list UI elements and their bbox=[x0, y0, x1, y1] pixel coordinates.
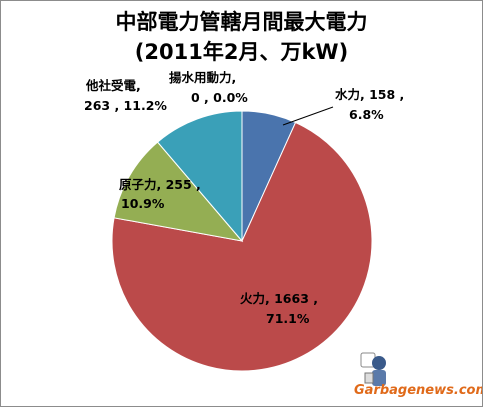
label-water-line2: 6.8% bbox=[349, 107, 384, 122]
label-nuclear-line2: 10.9% bbox=[121, 196, 165, 211]
chart-subtitle: (2011年2月、万kW) bbox=[134, 40, 349, 64]
slice-thermal bbox=[111, 121, 373, 372]
label-other-line1: 他社受電, bbox=[85, 78, 141, 93]
label-other-line2: 263 , 11.2% bbox=[84, 98, 167, 113]
chart-title-block: 中部電力管轄月間最大電力 (2011年2月、万kW) bbox=[1, 7, 482, 67]
chart-title: 中部電力管轄月間最大電力 bbox=[115, 10, 368, 34]
garbagenews-logo bbox=[360, 352, 386, 386]
watermark-text: Garbagenews.com bbox=[354, 383, 483, 398]
label-thermal-line2: 71.1% bbox=[266, 311, 310, 326]
label-water-line1: 水力, 158 , bbox=[335, 87, 404, 102]
label-pumped-line2: 0 , 0.0% bbox=[191, 90, 248, 105]
slice-nuclear bbox=[113, 141, 244, 242]
label-pumped-line1: 揚水用動力, bbox=[169, 70, 236, 85]
label-nuclear-line1: 原子力, 255 , bbox=[119, 177, 201, 192]
slice-other-company bbox=[156, 110, 243, 243]
label-thermal-line1: 火力, 1663 , bbox=[240, 291, 318, 306]
leader-line-water bbox=[282, 106, 334, 126]
